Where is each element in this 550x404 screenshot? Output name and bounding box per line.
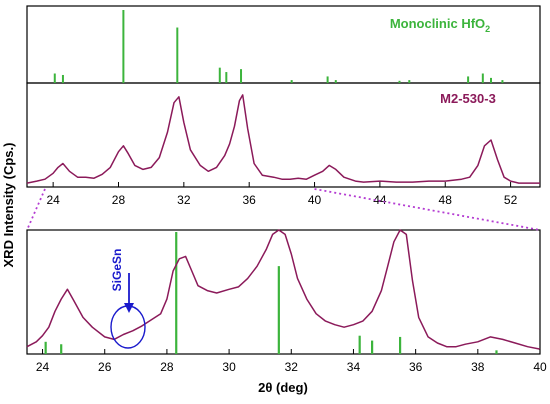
full-scan-tick-label: 32 [177,193,191,207]
zoom-tick-label: 34 [347,360,361,374]
full-scan-trace [26,94,540,184]
sigesn-annotation: SiGeSn [110,249,124,292]
zoom-reference-bars [44,232,498,354]
full-scan-tick-label: 40 [308,193,322,207]
full-scan-panel-frame [26,82,541,188]
full-scan-tick-label: 28 [112,193,126,207]
reference-legend-main: Monoclinic HfO [390,16,485,31]
zoom-trace [26,229,541,350]
reference-legend: Monoclinic HfO2 [390,16,490,34]
reference-legend-sub: 2 [485,24,490,34]
zoom-connectors [26,188,541,231]
zoom-tick-label: 40 [533,360,547,374]
zoom-connector-left [26,188,46,231]
full-scan-tick-label: 48 [439,193,453,207]
sample-legend: M2-530-3 [440,91,496,106]
reference-bars [53,10,504,83]
full-scan-tick-label: 52 [504,193,518,207]
x-axis-label: 2θ (deg) [258,380,308,395]
zoom-tick-label: 30 [222,360,236,374]
zoom-tick-label: 32 [285,360,299,374]
zoom-tick-label: 24 [36,360,50,374]
zoom-axis: 24 26 28 30 32 34 36 38 40 [36,349,547,374]
full-scan-tick-label: 24 [46,193,60,207]
sample-trace-line [26,94,540,184]
zoom-tick-label: 28 [160,360,174,374]
sigesn-arrowhead [124,303,134,313]
zoom-panel-frame [26,229,541,355]
full-scan-tick-label: 36 [243,193,257,207]
zoom-connector-right [314,188,541,231]
zoom-tick-label: 26 [98,360,112,374]
sigesn-circle [110,305,146,349]
zoom-trace-line [26,229,541,350]
full-scan-axis: 2428323640444852 [46,182,518,207]
zoom-tick-label: 36 [409,360,423,374]
y-axis-label: XRD Intensity (Cps.) [1,143,16,268]
zoom-tick-label: 38 [471,360,485,374]
